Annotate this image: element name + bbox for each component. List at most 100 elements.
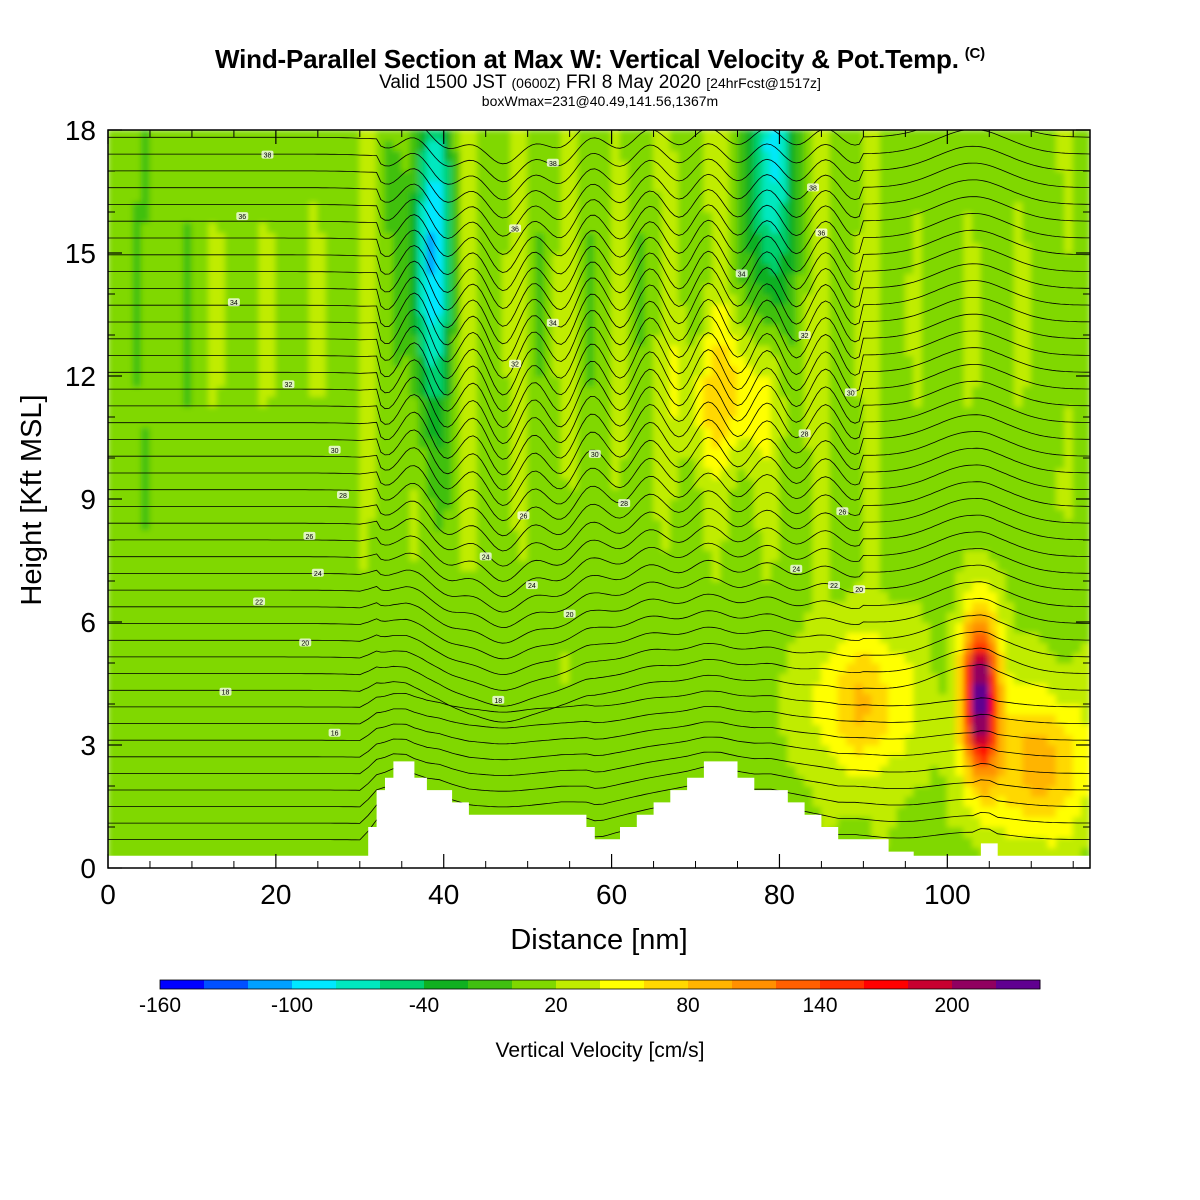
w-cell (342, 447, 352, 459)
w-cell (644, 754, 655, 766)
w-cell (644, 549, 655, 561)
w-cell (392, 355, 403, 367)
w-cell (191, 211, 201, 223)
w-cell (552, 724, 562, 736)
w-cell (443, 426, 453, 438)
w-cell (602, 365, 613, 377)
w-cell (552, 150, 562, 162)
w-cell (275, 642, 285, 654)
w-cell (350, 754, 361, 766)
w-cell (149, 744, 159, 756)
w-cell (258, 262, 268, 274)
w-cell (275, 508, 285, 520)
w-cell (627, 754, 638, 766)
w-cell (250, 631, 260, 643)
w-cell (132, 426, 143, 438)
w-cell (157, 416, 168, 428)
w-cell (342, 180, 352, 192)
w-cell (392, 457, 403, 469)
w-cell (149, 334, 159, 346)
w-cell (409, 355, 420, 367)
w-cell (141, 293, 151, 305)
w-cell (115, 560, 126, 572)
w-cell (308, 273, 319, 285)
w-cell (669, 293, 680, 305)
w-cell (401, 211, 411, 223)
w-cell (300, 211, 310, 223)
w-cell (611, 478, 621, 490)
w-cell (619, 775, 629, 787)
w-cell (191, 150, 201, 162)
w-cell (669, 713, 680, 725)
w-cell (501, 252, 512, 264)
w-cell (208, 334, 218, 346)
w-cell (451, 754, 462, 766)
w-cell (216, 826, 227, 838)
w-cell (376, 416, 386, 428)
w-cell (485, 344, 495, 356)
w-cell (124, 642, 134, 654)
w-cell (258, 273, 268, 285)
w-cell (409, 488, 420, 500)
w-cell (661, 180, 671, 192)
w-cell (266, 529, 277, 541)
w-cell (493, 467, 503, 479)
w-cell (241, 621, 252, 633)
w-cell (384, 426, 394, 438)
w-cell (560, 293, 571, 305)
w-cell (250, 765, 260, 777)
w-cell (460, 775, 470, 787)
w-cell (292, 754, 302, 766)
w-cell (527, 355, 537, 367)
w-cell (518, 365, 529, 377)
w-cell (443, 375, 453, 387)
w-cell (434, 283, 445, 295)
w-cell (157, 826, 168, 838)
w-cell (543, 396, 554, 408)
w-cell (678, 478, 688, 490)
w-cell (250, 191, 260, 203)
w-cell (653, 785, 663, 797)
w-cell (661, 672, 671, 684)
w-cell (636, 672, 646, 684)
w-cell (678, 262, 688, 274)
w-cell (325, 519, 336, 531)
w-cell (325, 355, 336, 367)
w-cell (418, 703, 428, 715)
w-cell (174, 180, 185, 192)
w-cell (418, 293, 428, 305)
w-cell (501, 201, 512, 213)
w-cell (115, 703, 126, 715)
w-cell (669, 488, 680, 500)
w-cell (611, 775, 621, 787)
w-cell (552, 334, 562, 346)
w-cell (384, 314, 394, 326)
w-cell (191, 180, 201, 192)
w-cell (166, 457, 176, 469)
w-cell (376, 293, 386, 305)
w-cell (611, 416, 621, 428)
w-cell (409, 180, 420, 192)
w-cell (250, 437, 260, 449)
w-cell (317, 170, 327, 182)
w-cell (678, 160, 688, 172)
w-cell (141, 847, 151, 859)
w-cell (460, 344, 470, 356)
w-cell (611, 201, 621, 213)
w-cell (577, 580, 587, 592)
w-cell (359, 560, 369, 572)
w-cell (510, 334, 520, 346)
w-cell (560, 160, 571, 172)
w-cell (418, 498, 428, 510)
w-cell (108, 631, 117, 643)
w-cell (661, 426, 671, 438)
w-cell (434, 211, 445, 223)
w-cell (115, 693, 126, 705)
w-cell (627, 293, 638, 305)
w-cell (669, 754, 680, 766)
w-cell (535, 426, 545, 438)
w-cell (678, 283, 688, 295)
chart-subtitle-valid: Valid 1500 JST (0600Z) FRI 8 May 2020 [2… (0, 72, 1200, 94)
w-cell (451, 201, 462, 213)
w-cell (166, 385, 176, 397)
